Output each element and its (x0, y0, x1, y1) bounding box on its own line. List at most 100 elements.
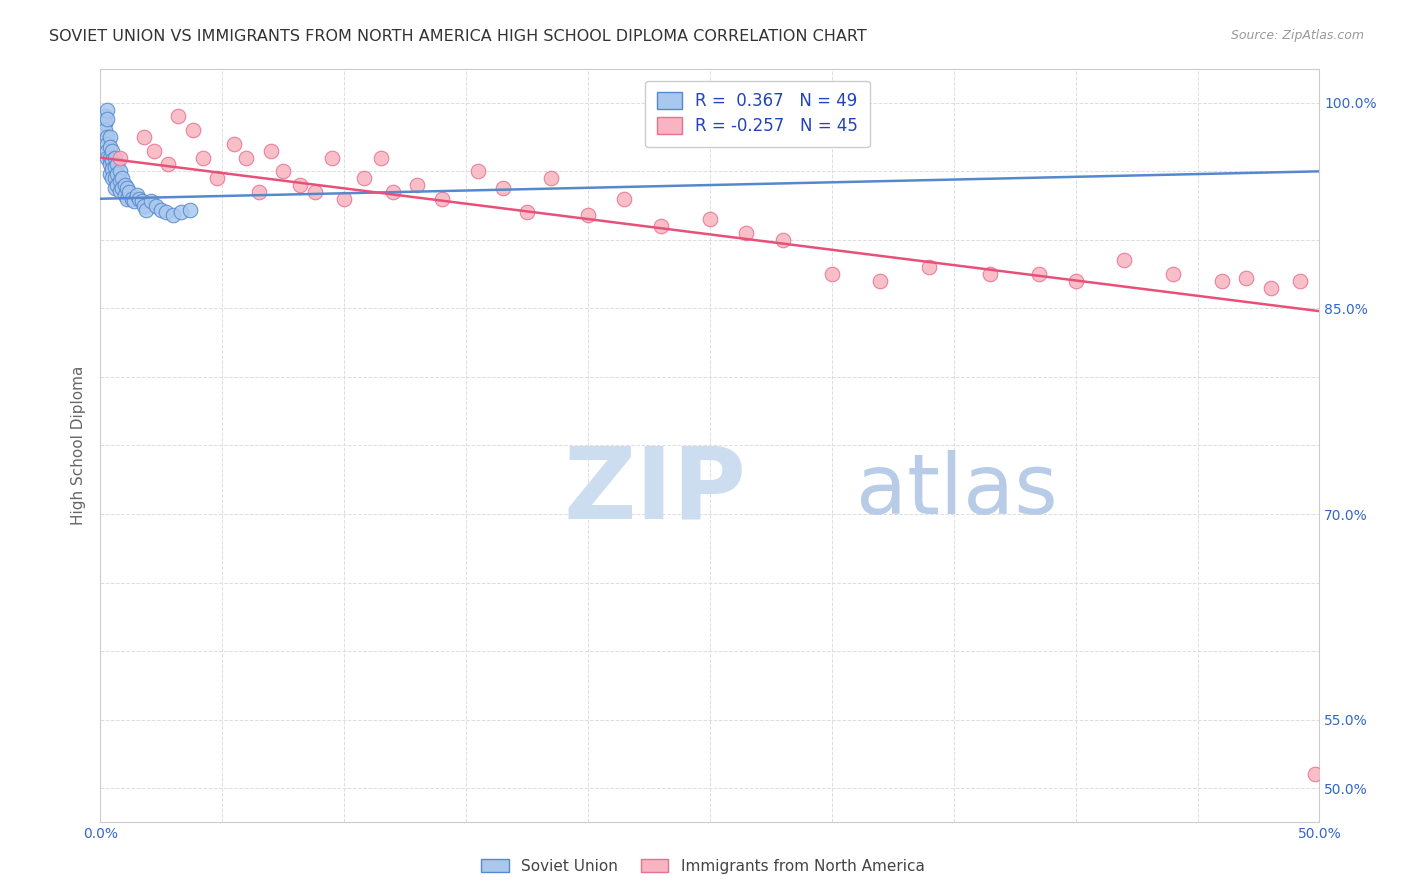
Point (141, 194, 163, 209)
Point (224, 136, 246, 151)
Y-axis label: High School Diploma: High School Diploma (72, 366, 86, 525)
Point (321, 151, 343, 165)
Legend: R =  0.367   N = 49, R = -0.257   N = 45: R = 0.367 N = 49, R = -0.257 N = 45 (645, 80, 869, 147)
Point (104, 160, 127, 174)
Point (96, 136, 118, 151)
Point (235, 151, 257, 165)
Point (699, 212, 721, 227)
Point (191, 151, 214, 165)
Point (142, 144, 165, 158)
Point (101, 144, 124, 158)
Point (381, 185, 404, 199)
Point (735, 226, 758, 240)
Point (104, 171, 127, 186)
Point (181, 123, 204, 137)
Point (155, 205, 177, 219)
Point (150, 202, 173, 217)
Point (1028, 267, 1050, 281)
Point (145, 198, 167, 212)
Point (1161, 267, 1184, 281)
Point (179, 202, 201, 217)
Point (108, 164, 131, 178)
Point (1114, 253, 1136, 268)
Text: SOVIET UNION VS IMMIGRANTS FROM NORTH AMERICA HIGH SCHOOL DIPLOMA CORRELATION CH: SOVIET UNION VS IMMIGRANTS FROM NORTH AM… (49, 29, 868, 44)
Point (271, 164, 294, 178)
Point (205, 171, 228, 186)
Point (132, 130, 155, 145)
Point (288, 178, 311, 192)
Point (333, 192, 356, 206)
Point (108, 184, 131, 198)
Point (94, 123, 117, 137)
Point (491, 181, 513, 195)
Point (98, 151, 121, 165)
Point (96, 103, 118, 117)
Point (772, 233, 794, 247)
Point (1260, 281, 1282, 295)
Point (169, 205, 191, 219)
Point (467, 164, 489, 178)
Point (122, 194, 145, 209)
Point (111, 171, 134, 186)
Point (821, 267, 844, 281)
Point (540, 171, 562, 186)
Point (105, 178, 128, 192)
Point (1234, 271, 1257, 285)
Point (96, 151, 118, 165)
Point (104, 151, 127, 165)
Point (115, 181, 138, 195)
Point (98, 167, 121, 181)
Point (131, 194, 153, 209)
Point (96, 112, 118, 127)
Point (869, 274, 891, 288)
Point (101, 161, 124, 176)
Point (94, 116, 117, 130)
Text: atlas: atlas (856, 450, 1057, 532)
Text: ZIP: ZIP (564, 442, 747, 540)
Point (101, 171, 124, 186)
Point (104, 181, 127, 195)
Point (98, 139, 121, 153)
Point (353, 171, 375, 186)
Point (1211, 274, 1233, 288)
Point (979, 267, 1001, 281)
Point (247, 185, 270, 199)
Text: Source: ZipAtlas.com: Source: ZipAtlas.com (1230, 29, 1364, 42)
Point (125, 187, 148, 202)
Point (98, 130, 121, 145)
Point (108, 151, 131, 165)
Point (613, 192, 636, 206)
Point (1064, 274, 1087, 288)
Point (114, 187, 136, 202)
Point (132, 198, 155, 212)
Point (370, 151, 392, 165)
Point (576, 208, 599, 222)
Point (101, 153, 124, 168)
Point (918, 260, 941, 275)
Point (157, 157, 180, 171)
Point (128, 192, 150, 206)
Point (516, 205, 538, 219)
Point (111, 181, 134, 195)
Point (1289, 274, 1312, 288)
Point (406, 178, 429, 192)
Point (121, 192, 143, 206)
Point (1303, 767, 1326, 781)
Point (105, 167, 128, 181)
Point (260, 144, 283, 158)
Legend: Soviet Union, Immigrants from North America: Soviet Union, Immigrants from North Amer… (475, 853, 931, 880)
Point (114, 178, 136, 192)
Point (108, 174, 131, 188)
Point (118, 185, 141, 199)
Point (98, 157, 121, 171)
Point (96, 130, 118, 145)
Point (430, 192, 453, 206)
Point (96, 144, 118, 158)
Point (162, 208, 184, 222)
Point (650, 219, 672, 234)
Point (105, 157, 128, 171)
Point (94, 110, 117, 124)
Point (115, 192, 138, 206)
Point (135, 202, 157, 217)
Point (304, 185, 326, 199)
